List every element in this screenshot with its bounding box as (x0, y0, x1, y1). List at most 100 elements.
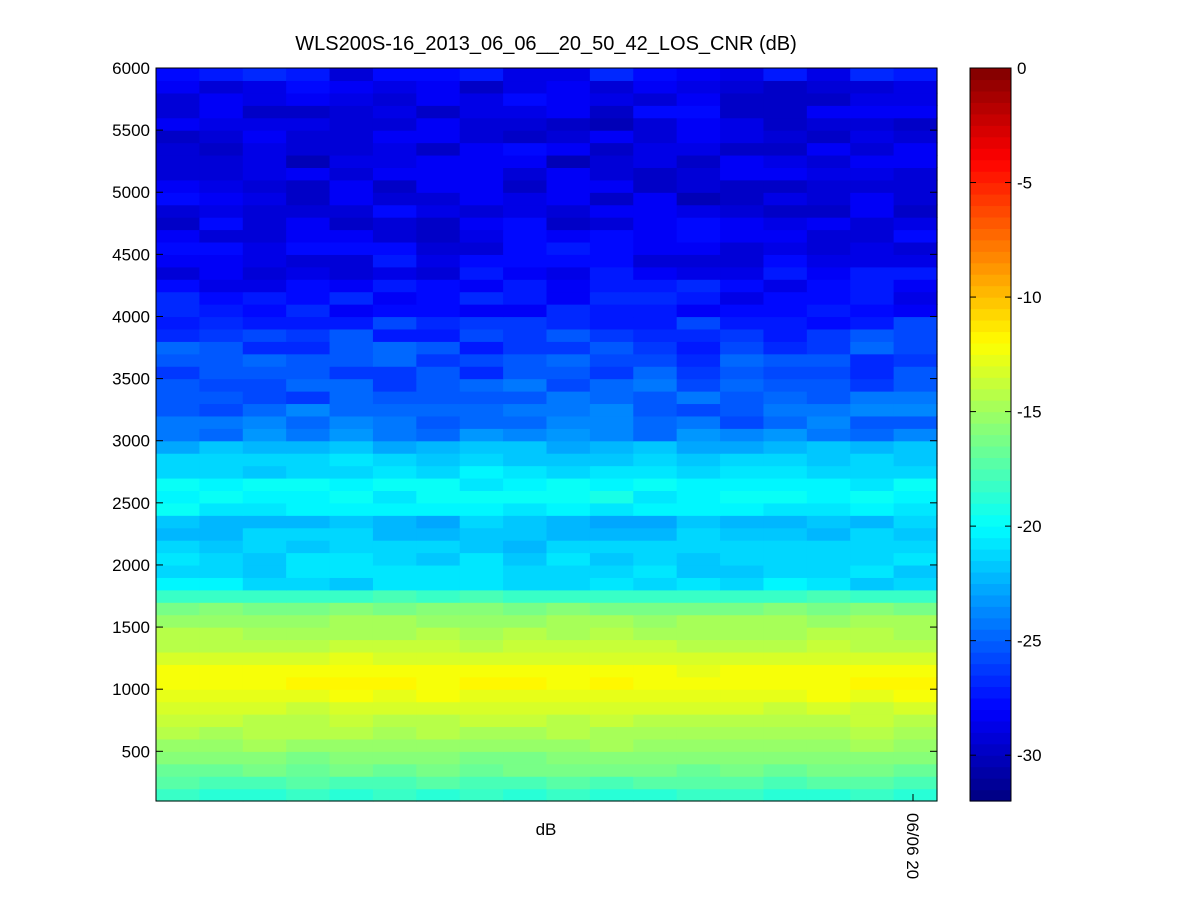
heatmap-cell (416, 142, 461, 156)
heatmap-cell (763, 378, 808, 392)
heatmap-cell (199, 167, 244, 181)
heatmap-cell (850, 279, 895, 293)
heatmap-cell (199, 776, 244, 790)
heatmap-cell (416, 689, 461, 703)
heatmap-cell (242, 453, 287, 467)
heatmap-cell (329, 266, 374, 280)
heatmap-cell (763, 502, 808, 516)
heatmap-cell (372, 279, 417, 293)
heatmap-cell (893, 738, 938, 752)
heatmap-cell (589, 627, 634, 641)
colorbar-swatch (970, 251, 1011, 264)
heatmap-cell (329, 291, 374, 305)
heatmap-cell (893, 453, 938, 467)
heatmap-cell (416, 714, 461, 728)
heatmap-cell (416, 577, 461, 591)
heatmap-cell (286, 341, 331, 355)
heatmap-cell (459, 229, 504, 243)
heatmap-cell (546, 403, 591, 417)
heatmap-cell (503, 651, 548, 665)
heatmap-cell (633, 676, 678, 690)
heatmap-cell (676, 540, 721, 554)
heatmap-cell (676, 714, 721, 728)
heatmap-cell (850, 639, 895, 653)
heatmap-cell (503, 130, 548, 144)
heatmap-cell (503, 92, 548, 106)
heatmap-cell (763, 415, 808, 429)
heatmap-cell (546, 142, 591, 156)
heatmap-cell (720, 465, 765, 479)
heatmap-cell (199, 627, 244, 641)
heatmap-cell (503, 477, 548, 491)
heatmap-cell (199, 80, 244, 94)
heatmap-cell (763, 105, 808, 119)
heatmap-cell (720, 540, 765, 554)
heatmap-cell (546, 229, 591, 243)
heatmap-cell (329, 614, 374, 628)
heatmap-cell (806, 776, 851, 790)
heatmap-cell (156, 465, 200, 479)
heatmap-cell (720, 366, 765, 380)
heatmap-cell (503, 154, 548, 168)
heatmap-cell (546, 266, 591, 280)
heatmap-cell (589, 564, 634, 578)
heatmap-cell (329, 366, 374, 380)
colorbar-swatch (970, 743, 1011, 756)
heatmap-cell (242, 92, 287, 106)
heatmap-cell (156, 304, 200, 318)
heatmap-cell (156, 676, 200, 690)
heatmap-cell (372, 651, 417, 665)
heatmap-cell (199, 328, 244, 342)
heatmap-cell (633, 751, 678, 765)
heatmap-cell (546, 304, 591, 318)
heatmap-cell (199, 515, 244, 529)
heatmap-cell (416, 589, 461, 603)
heatmap-cell (763, 428, 808, 442)
heatmap-cell (720, 403, 765, 417)
heatmap-cell (850, 602, 895, 616)
heatmap-cell (850, 105, 895, 119)
heatmap-cell (242, 788, 287, 802)
heatmap-cell (720, 440, 765, 454)
heatmap-cell (806, 291, 851, 305)
colorbar-swatch (970, 766, 1011, 779)
heatmap-cell (372, 639, 417, 653)
heatmap-cell (286, 515, 331, 529)
heatmap-cell (589, 167, 634, 181)
heatmap-cell (199, 577, 244, 591)
heatmap-cell (633, 788, 678, 802)
heatmap-cell (286, 266, 331, 280)
colorbar-swatch (970, 285, 1011, 298)
heatmap-cell (372, 254, 417, 268)
heatmap-cell (503, 167, 548, 181)
heatmap-cell (199, 788, 244, 802)
heatmap-cell (850, 701, 895, 715)
heatmap-cell (589, 328, 634, 342)
heatmap-cell (589, 142, 634, 156)
heatmap-cell (329, 664, 374, 678)
heatmap-cell (242, 117, 287, 131)
heatmap-cell (156, 204, 200, 218)
heatmap-cell (286, 490, 331, 504)
colorbar-swatch (970, 434, 1011, 447)
heatmap-cell (329, 130, 374, 144)
heatmap-cell (459, 266, 504, 280)
heatmap-cell (503, 403, 548, 417)
heatmap-cell (329, 527, 374, 541)
heatmap-cell (720, 490, 765, 504)
heatmap-cell (850, 179, 895, 193)
heatmap-cell (156, 651, 200, 665)
heatmap-cell (286, 167, 331, 181)
heatmap-cell (633, 589, 678, 603)
heatmap-cell (372, 465, 417, 479)
heatmap-cell (763, 602, 808, 616)
heatmap-cell (676, 589, 721, 603)
heatmap-cell (850, 763, 895, 777)
heatmap-cell (893, 726, 938, 740)
heatmap-cell (416, 602, 461, 616)
heatmap-cell (763, 564, 808, 578)
heatmap-cell (633, 453, 678, 467)
heatmap-cell (459, 279, 504, 293)
heatmap-cell (199, 316, 244, 330)
heatmap-cell (329, 428, 374, 442)
